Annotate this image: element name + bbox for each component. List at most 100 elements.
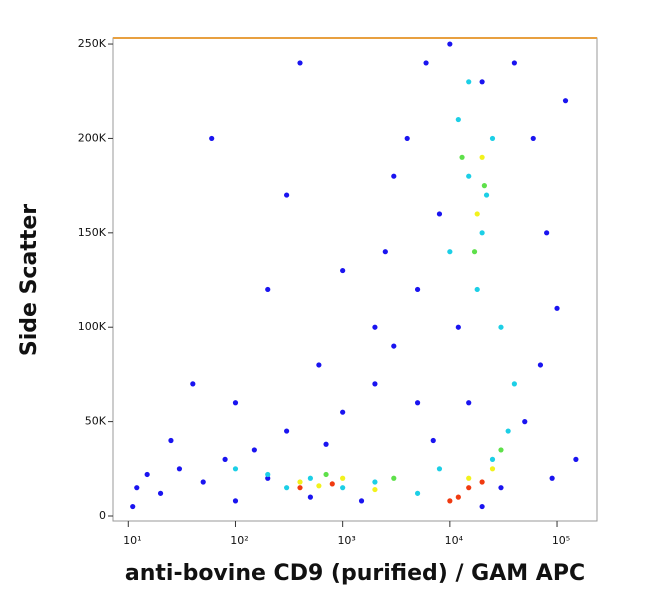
point [176,466,183,472]
point [414,286,421,293]
y-tick-label: 0 [99,509,106,522]
point [430,437,436,444]
point [134,485,140,491]
y-tick-label: 50K [85,415,107,428]
point [358,498,365,504]
point [489,135,496,142]
point [447,249,453,255]
point [479,503,485,510]
x-tick-label: 10³ [337,534,355,547]
point [455,116,461,123]
point [455,324,461,330]
point [498,324,504,330]
point [284,192,290,198]
point [157,490,164,496]
point [391,475,397,481]
point [284,485,290,491]
point [436,211,443,217]
point [479,479,485,485]
point [232,400,239,406]
point [466,173,472,179]
point [562,98,569,104]
point [391,173,397,179]
point [222,456,228,462]
point [423,60,429,66]
point [436,466,443,472]
x-axis-title: anti-bovine CD9 (purified) / GAM APC [125,561,585,586]
point [471,249,478,255]
point [466,79,472,85]
point [232,498,239,504]
point [323,441,329,447]
x-tick-label: 10⁵ [552,534,570,547]
point [479,154,485,160]
point [459,154,465,160]
point [190,381,196,387]
point [522,419,528,425]
point [489,466,496,472]
y-tick-label: 150K [78,226,107,239]
point [307,494,313,500]
point [284,428,290,434]
point [297,60,303,66]
point [372,381,378,387]
x-tick-label: 10¹ [123,534,141,547]
point [372,486,378,493]
x-tick-label: 10² [230,534,248,547]
point [372,479,378,485]
y-tick-label: 250K [78,37,107,50]
y-axis-title: Side Scatter [17,204,42,356]
point [466,400,472,406]
point [489,456,496,462]
point [251,447,257,453]
point [530,135,536,142]
point [474,286,480,293]
point [466,485,472,491]
point [447,498,453,504]
point [466,475,472,481]
point [232,466,239,472]
point [505,428,511,434]
point [340,485,346,491]
point [200,479,206,485]
point [455,494,461,500]
point [414,400,421,406]
point [340,267,346,274]
point [483,192,490,198]
point [511,60,517,66]
y-tick-label: 200K [78,131,107,144]
point [414,490,421,496]
point [265,286,271,293]
point [340,409,346,415]
point [404,135,410,142]
point [316,483,322,489]
point [498,485,504,491]
point [479,79,485,85]
point [130,503,136,510]
point [554,305,560,311]
point [297,479,303,485]
point [144,471,150,478]
point [209,135,215,142]
point [340,475,346,481]
y-tick-label: 100K [78,320,107,333]
point [168,437,174,444]
point [329,481,335,487]
point [323,471,329,478]
plot-frame [112,37,598,522]
point [391,343,397,349]
point [573,456,579,462]
point [265,471,271,478]
point [297,485,303,491]
point [511,381,517,387]
point [382,249,388,255]
x-tick-label: 10⁴ [445,534,464,547]
point [537,362,544,368]
point [498,447,504,453]
point [481,183,487,189]
point [265,475,271,481]
point [316,362,322,368]
point [307,475,313,481]
point [474,211,480,217]
